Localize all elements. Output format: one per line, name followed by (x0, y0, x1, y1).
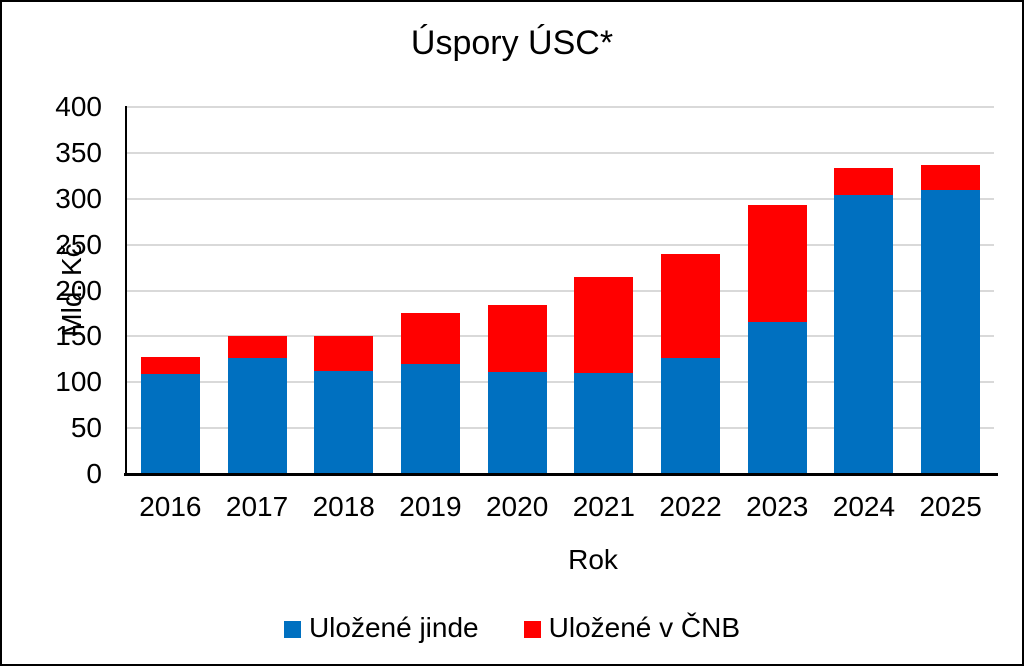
x-axis-tick-label: 2016 (139, 491, 202, 522)
y-axis-tick-label: 300 (55, 182, 102, 214)
bar-segment-2021-cnb (574, 276, 634, 374)
legend-label-ulozene-v-cnb: Uložené v ČNB (548, 612, 741, 643)
bar-segment-2020-cnb (487, 305, 547, 373)
bar-segment-2025-cnb (921, 164, 981, 191)
y-axis-title: Mld. Kč (56, 243, 87, 337)
x-axis-tick-label: 2024 (832, 491, 896, 522)
legend-swatch-red-icon (523, 620, 541, 638)
x-axis-tick-label: 2018 (312, 491, 375, 522)
bar-segment-2018-cnb (314, 336, 374, 372)
chart-title: Úspory ÚSC* (410, 24, 614, 62)
gridline (127, 151, 994, 154)
y-axis-tick-label: 400 (55, 91, 102, 122)
bar-segment-2016-cnb (140, 357, 200, 374)
legend: Uložené jinde Uložené v ČNB (2, 608, 1022, 648)
legend-item-ulozene-v-cnb: Uložené v ČNB (523, 611, 741, 645)
legend-swatch-blue-icon (283, 620, 301, 638)
legend-label-ulozene-jinde: Uložené jinde (308, 612, 479, 643)
x-axis-tick-label: 2025 (919, 491, 982, 522)
y-axis-line (125, 106, 127, 476)
gridline (127, 243, 994, 246)
bar-segment-2019-jinde (400, 363, 460, 474)
bar-segment-2024-cnb (834, 168, 894, 196)
gridline (127, 197, 994, 200)
bar-segment-2016-jinde (140, 373, 200, 474)
gridline (127, 381, 994, 384)
y-axis-tick-label: 350 (55, 136, 102, 168)
y-axis-tick-label: 100 (55, 366, 102, 398)
x-axis-tick-label: 2021 (572, 491, 635, 522)
gridline (127, 289, 994, 292)
x-axis-tick-label: 2017 (225, 491, 289, 522)
bar-segment-2017-cnb (227, 336, 287, 359)
y-axis-tick-label: 0 (86, 458, 102, 489)
gridline (127, 335, 994, 338)
bar-segment-2022-cnb (661, 253, 721, 359)
bar-segment-2020-jinde (487, 372, 547, 474)
y-axis-tick-label: 50 (70, 412, 102, 444)
bar-segment-2021-jinde (574, 373, 634, 474)
bar-segment-2024-jinde (834, 195, 894, 474)
x-axis-tick-label: 2020 (485, 491, 549, 522)
y-axis-tick-label: 250 (55, 228, 102, 260)
gridline (127, 106, 994, 108)
legend-item-ulozene-jinde: Uložené jinde (283, 611, 479, 645)
bar-segment-2018-jinde (314, 371, 374, 474)
bar-segment-2022-jinde (661, 358, 721, 474)
x-axis-tick-label: 2022 (659, 491, 722, 522)
x-axis-tick-label: 2023 (746, 491, 809, 522)
x-axis-line (124, 473, 998, 476)
bar-segment-2023-jinde (747, 321, 807, 474)
x-axis-tick-label: 2019 (399, 491, 462, 522)
x-axis-title: Rok (568, 544, 618, 575)
y-axis-tick-label: 150 (55, 320, 102, 352)
y-axis-tick-label: 200 (55, 274, 102, 306)
gridline (127, 427, 994, 430)
bar-segment-2017-jinde (227, 358, 287, 474)
bar-segment-2023-cnb (747, 205, 807, 322)
bar-segment-2025-jinde (921, 190, 981, 474)
bar-segment-2019-cnb (400, 312, 460, 364)
